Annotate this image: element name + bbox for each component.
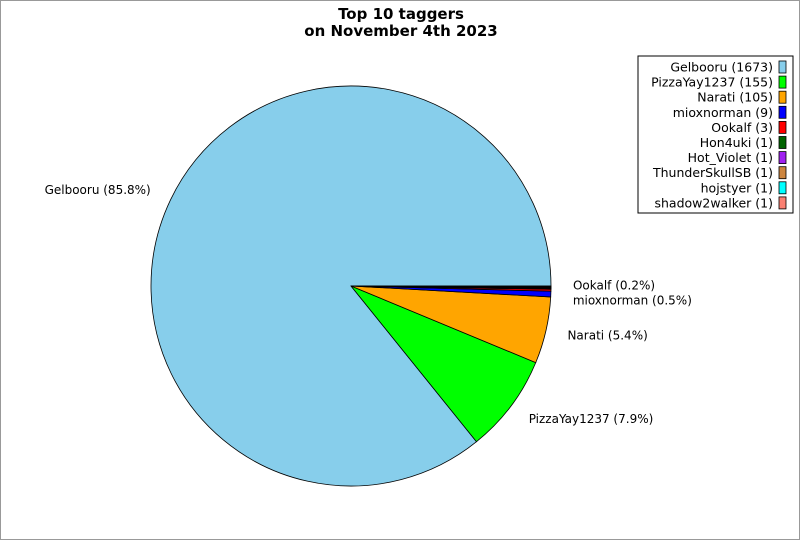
legend-entry: shadow2walker (1) (654, 195, 773, 210)
legend-entry: Ookalf (3) (711, 120, 773, 135)
pie-slice-pizzayay1237 (350, 285, 537, 443)
legend-swatch (778, 196, 787, 210)
legend-entry: PizzaYay1237 (155) (651, 75, 773, 90)
legend-swatch (778, 90, 787, 104)
slice-label: mioxnorman (0.5%) (573, 293, 692, 307)
legend-box (637, 55, 794, 214)
legend-swatch (778, 136, 787, 149)
legend-entry: Hon4uki (1) (700, 135, 773, 150)
legend: Gelbooru (1673)PizzaYay1237 (155)Narati … (637, 55, 794, 214)
legend-swatch (778, 166, 787, 180)
legend-swatch (778, 151, 787, 165)
pie-slice-shadow2walker (350, 285, 552, 288)
legend-swatch (778, 60, 787, 74)
legend-entry: Gelbooru (1673) (670, 60, 773, 75)
legend-entry: ThunderSkullSB (1) (652, 165, 773, 180)
legend-swatch (778, 121, 787, 134)
slice-label: Ookalf (0.2%) (573, 278, 655, 292)
legend-entry: hojstyer (1) (701, 180, 773, 195)
legend-swatch (778, 75, 787, 89)
slice-label: Gelbooru (85.8%) (45, 183, 151, 197)
chart-title-line-2: on November 4th 2023 (304, 22, 497, 40)
slice-label: Narati (5.4%) (567, 328, 647, 342)
legend-swatch (778, 181, 787, 195)
legend-swatch (778, 105, 787, 119)
chart-title-line-1: Top 10 taggers (338, 5, 464, 23)
legend-entry: Hot_Violet (1) (688, 150, 773, 165)
legend-entry: Narati (105) (697, 90, 773, 105)
legend-entry: mioxnorman (9) (673, 105, 773, 120)
slice-label: PizzaYay1237 (7.9%) (529, 412, 654, 426)
